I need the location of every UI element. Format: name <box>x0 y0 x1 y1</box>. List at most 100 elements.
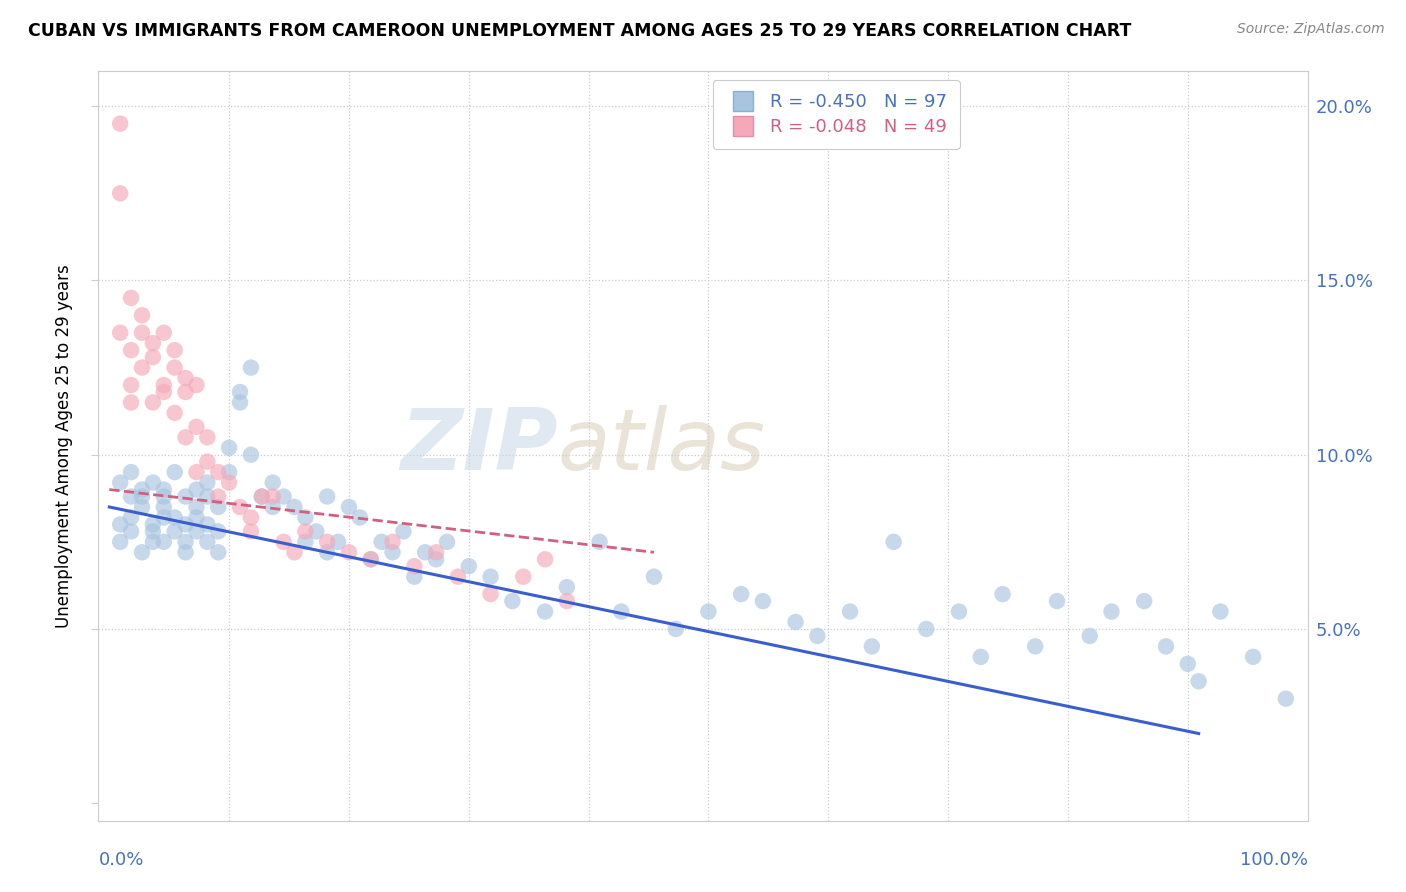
Point <box>142 534 165 549</box>
Point <box>447 570 470 584</box>
Point <box>207 500 229 514</box>
Point <box>195 517 218 532</box>
Point <box>294 534 316 549</box>
Point <box>326 534 349 549</box>
Point <box>360 552 382 566</box>
Point <box>239 510 262 524</box>
Point <box>108 534 131 549</box>
Point <box>120 510 142 524</box>
Point <box>283 545 305 559</box>
Point <box>948 605 970 619</box>
Point <box>131 483 153 497</box>
Point <box>1154 640 1177 654</box>
Point <box>349 510 371 524</box>
Point <box>239 360 262 375</box>
Point <box>425 545 447 559</box>
Point <box>860 640 883 654</box>
Point <box>392 524 415 539</box>
Point <box>360 552 382 566</box>
Point <box>186 378 208 392</box>
Point <box>131 326 153 340</box>
Point <box>186 500 208 514</box>
Point <box>643 570 665 584</box>
Point <box>229 500 252 514</box>
Point <box>207 524 229 539</box>
Point <box>186 524 208 539</box>
Point <box>207 490 229 504</box>
Point <box>152 384 174 399</box>
Point <box>174 384 197 399</box>
Point <box>413 545 436 559</box>
Point <box>425 552 447 566</box>
Point <box>174 490 197 504</box>
Point <box>806 629 828 643</box>
Point <box>120 378 142 392</box>
Point <box>1241 649 1264 664</box>
Point <box>730 587 752 601</box>
Point <box>294 510 316 524</box>
Point <box>120 395 142 409</box>
Point <box>555 594 578 608</box>
Point <box>142 517 165 532</box>
Point <box>174 534 197 549</box>
Point <box>665 622 688 636</box>
Point <box>512 570 534 584</box>
Point <box>991 587 1014 601</box>
Point <box>883 534 905 549</box>
Point <box>337 500 360 514</box>
Point <box>262 500 284 514</box>
Point <box>142 350 165 364</box>
Text: Source: ZipAtlas.com: Source: ZipAtlas.com <box>1237 22 1385 37</box>
Point <box>186 420 208 434</box>
Point <box>195 534 218 549</box>
Point <box>131 308 153 322</box>
Legend: R = -0.450   N = 97, R = -0.048   N = 49: R = -0.450 N = 97, R = -0.048 N = 49 <box>713 80 960 149</box>
Point <box>163 360 186 375</box>
Point <box>174 430 197 444</box>
Point <box>915 622 938 636</box>
Point <box>108 326 131 340</box>
Point <box>534 552 557 566</box>
Point <box>186 483 208 497</box>
Point <box>229 384 252 399</box>
Point <box>163 510 186 524</box>
Point <box>534 605 557 619</box>
Point <box>142 336 165 351</box>
Point <box>152 378 174 392</box>
Point <box>316 545 339 559</box>
Point <box>131 500 153 514</box>
Point <box>152 534 174 549</box>
Point <box>404 559 426 574</box>
Text: CUBAN VS IMMIGRANTS FROM CAMEROON UNEMPLOYMENT AMONG AGES 25 TO 29 YEARS CORRELA: CUBAN VS IMMIGRANTS FROM CAMEROON UNEMPL… <box>28 22 1132 40</box>
Point <box>163 406 186 420</box>
Point <box>207 465 229 479</box>
Point <box>1275 691 1298 706</box>
Point <box>1177 657 1199 671</box>
Point <box>174 545 197 559</box>
Point <box>207 545 229 559</box>
Point <box>316 534 339 549</box>
Point <box>195 490 218 504</box>
Point <box>108 117 131 131</box>
Point <box>142 475 165 490</box>
Point <box>218 475 240 490</box>
Y-axis label: Unemployment Among Ages 25 to 29 years: Unemployment Among Ages 25 to 29 years <box>55 264 73 628</box>
Point <box>381 534 404 549</box>
Point <box>152 510 174 524</box>
Point <box>262 490 284 504</box>
Point <box>1046 594 1069 608</box>
Point <box>218 441 240 455</box>
Point <box>1024 640 1046 654</box>
Point <box>404 570 426 584</box>
Point <box>120 291 142 305</box>
Point <box>752 594 775 608</box>
Point <box>131 545 153 559</box>
Point <box>152 490 174 504</box>
Point <box>239 448 262 462</box>
Point <box>457 559 479 574</box>
Point <box>218 465 240 479</box>
Point <box>229 395 252 409</box>
Point <box>152 326 174 340</box>
Point <box>839 605 862 619</box>
Point <box>163 524 186 539</box>
